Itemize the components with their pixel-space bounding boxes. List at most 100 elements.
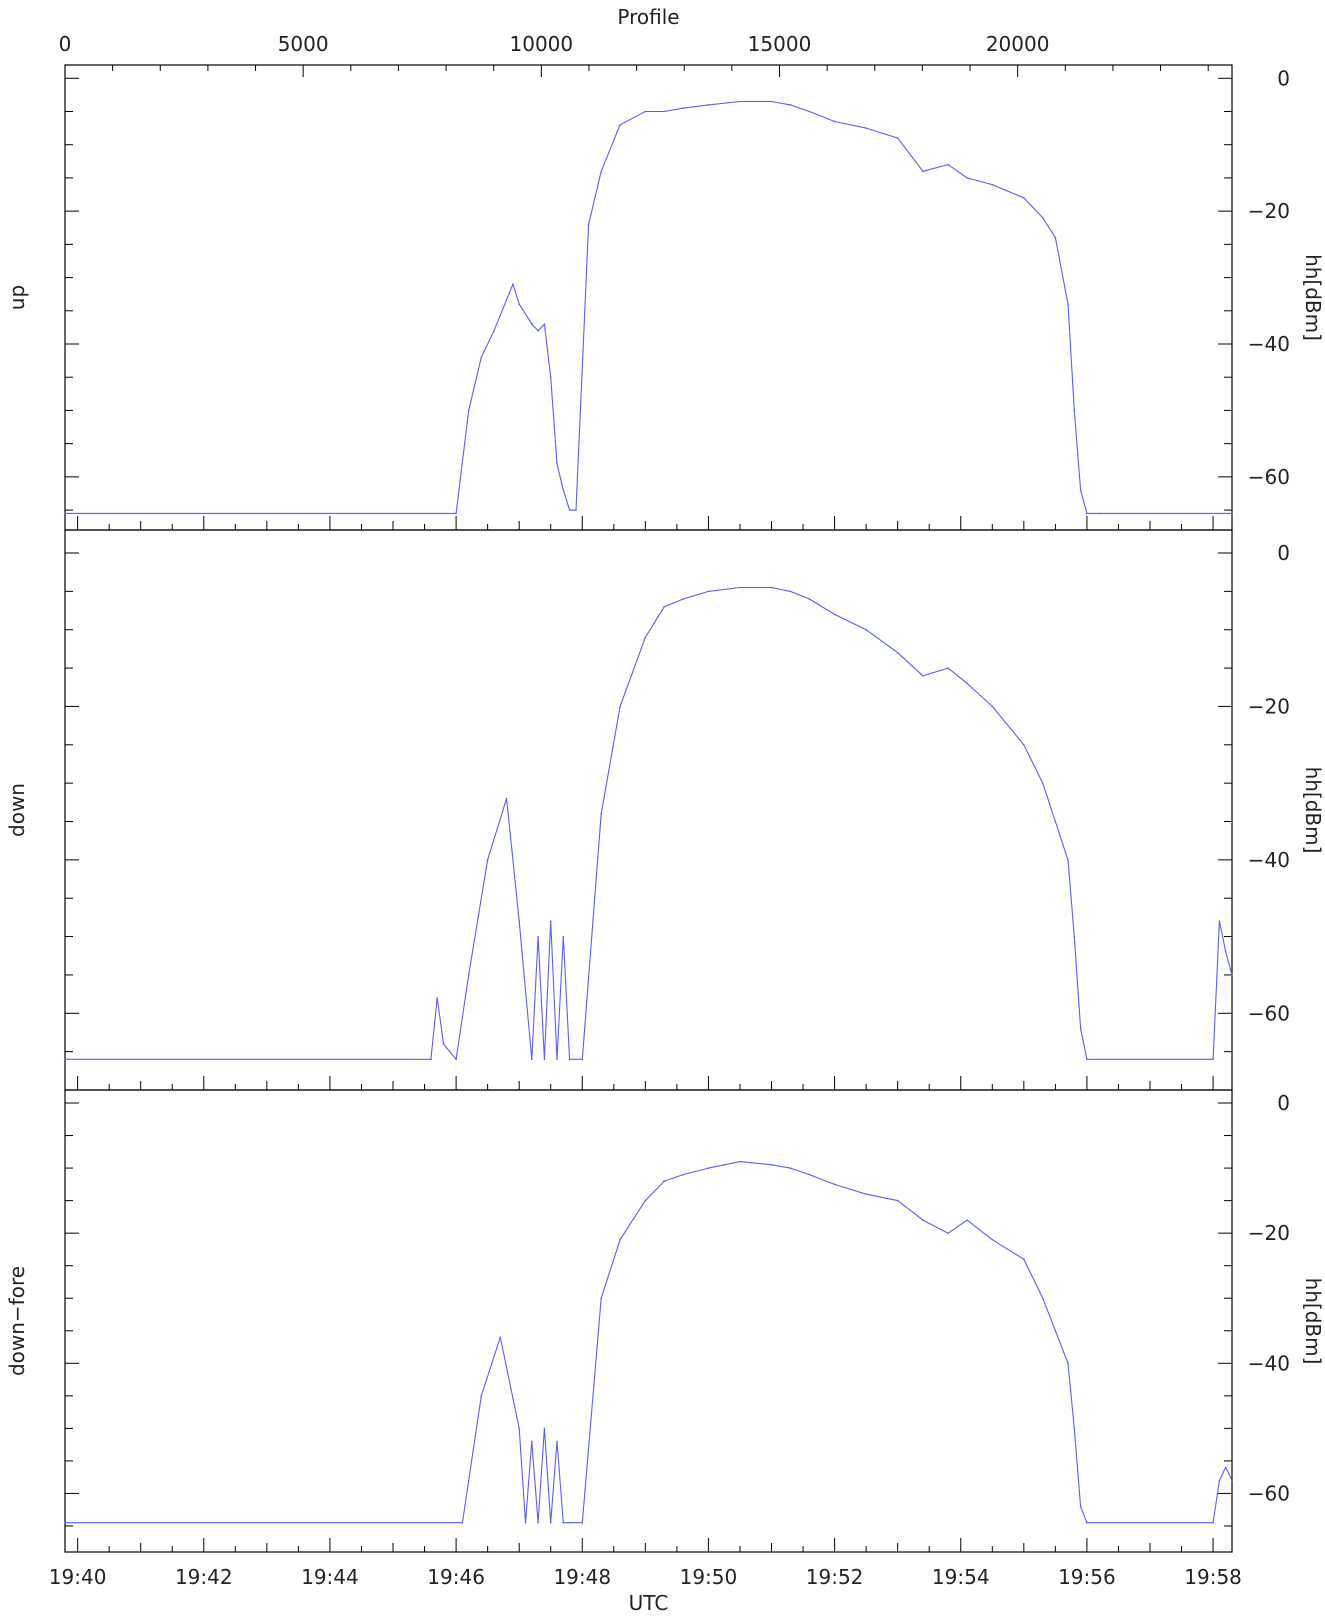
y-tick-label: −20 bbox=[1248, 1221, 1290, 1245]
data-point bbox=[1212, 1058, 1214, 1061]
data-point bbox=[600, 170, 602, 173]
data-point bbox=[556, 1440, 558, 1443]
data-point bbox=[833, 120, 836, 123]
data-point bbox=[896, 137, 899, 139]
data-point bbox=[581, 1058, 584, 1061]
data-point bbox=[808, 1173, 811, 1176]
data-point bbox=[518, 1427, 520, 1430]
data-point bbox=[789, 104, 792, 106]
y-tick-label: −40 bbox=[1248, 1351, 1290, 1375]
data-point bbox=[455, 512, 457, 515]
data-point bbox=[896, 1199, 899, 1202]
data-point bbox=[739, 100, 741, 103]
data-point bbox=[1231, 1479, 1233, 1482]
data-point bbox=[644, 110, 647, 113]
y-axis-title: hh[dBm] bbox=[1301, 767, 1325, 854]
panel-down-fore: 0 −20 −40 −60 down−fore hh[dBm] bbox=[5, 1089, 1325, 1553]
data-point bbox=[518, 920, 520, 923]
data-point bbox=[865, 1193, 867, 1195]
data-point bbox=[947, 667, 949, 669]
data-point bbox=[512, 283, 514, 286]
data-point bbox=[549, 1521, 552, 1524]
data-point bbox=[1023, 197, 1025, 199]
data-point bbox=[1054, 236, 1057, 239]
data-point bbox=[64, 1521, 66, 1524]
data-point bbox=[1086, 512, 1088, 515]
data-point bbox=[808, 598, 811, 600]
data-point bbox=[991, 1238, 994, 1241]
data-point bbox=[966, 177, 968, 179]
data-point bbox=[64, 512, 66, 515]
panel-name-label: down bbox=[5, 783, 29, 837]
utc-tick-label: 19:50 bbox=[680, 1565, 738, 1589]
top-tick-label: 5000 bbox=[278, 32, 329, 56]
data-point bbox=[480, 1395, 483, 1397]
data-point bbox=[1067, 859, 1069, 861]
data-point bbox=[64, 1058, 66, 1061]
data-point bbox=[991, 183, 994, 186]
data-point bbox=[644, 1199, 647, 1202]
data-point bbox=[543, 1427, 546, 1430]
data-point bbox=[568, 1521, 571, 1524]
data-point bbox=[739, 586, 741, 589]
data-point bbox=[1086, 1058, 1088, 1061]
y-tick-label: 0 bbox=[1277, 66, 1290, 90]
data-point bbox=[442, 1043, 445, 1045]
data-point bbox=[1067, 1362, 1069, 1365]
data-point bbox=[770, 100, 773, 103]
data-point bbox=[556, 1058, 558, 1061]
data-point bbox=[663, 605, 666, 608]
data-point bbox=[682, 1173, 684, 1176]
top-tick-label: 0 bbox=[59, 32, 72, 56]
y-tick-label: −60 bbox=[1248, 1001, 1290, 1025]
utc-tick-label: 19:48 bbox=[553, 1565, 611, 1589]
series-line-down-fore bbox=[65, 1161, 1233, 1524]
top-tick-label: 10000 bbox=[510, 32, 574, 56]
data-point bbox=[480, 356, 483, 359]
panel-down: 0 −20 −40 −60 down hh[dBm] bbox=[5, 529, 1325, 1091]
data-point bbox=[1224, 1466, 1227, 1469]
y-tick-label: −40 bbox=[1248, 848, 1290, 872]
data-point bbox=[537, 329, 539, 332]
y-tick-label: −20 bbox=[1248, 199, 1290, 223]
data-point bbox=[682, 598, 684, 600]
data-point bbox=[493, 329, 495, 332]
data-point bbox=[865, 628, 867, 631]
y-axis-title: hh[dBm] bbox=[1301, 1278, 1325, 1365]
utc-tick-label: 19:40 bbox=[49, 1565, 107, 1589]
data-point bbox=[1073, 935, 1076, 938]
data-point bbox=[430, 1058, 432, 1061]
data-point bbox=[436, 997, 438, 999]
data-point bbox=[1067, 303, 1069, 305]
data-point bbox=[991, 705, 994, 708]
data-point bbox=[568, 1058, 571, 1061]
data-point bbox=[1054, 820, 1057, 823]
data-point bbox=[1079, 1027, 1082, 1030]
panel-frame bbox=[64, 529, 1233, 1091]
data-point bbox=[549, 920, 552, 923]
data-point bbox=[663, 1180, 666, 1182]
bottom-axis: 19:40 19:42 19:44 19:46 19:48 19:50 19:52 19:54… bbox=[49, 1565, 1242, 1589]
panel-name-label: down−fore bbox=[5, 1266, 29, 1376]
data-point bbox=[461, 1521, 464, 1524]
data-point bbox=[1054, 1329, 1057, 1332]
series-line-up bbox=[65, 100, 1232, 514]
panel-name-label: up bbox=[5, 285, 29, 310]
data-point bbox=[1073, 1427, 1076, 1430]
data-point bbox=[1224, 951, 1227, 953]
top-tick-label: 15000 bbox=[748, 32, 812, 56]
data-point bbox=[707, 104, 710, 106]
data-point bbox=[1218, 1479, 1221, 1482]
data-point bbox=[505, 797, 508, 800]
data-point bbox=[587, 223, 590, 226]
data-point bbox=[467, 1479, 470, 1482]
data-point bbox=[833, 613, 836, 616]
data-point bbox=[947, 163, 949, 166]
data-point bbox=[1079, 489, 1082, 491]
data-point bbox=[531, 1440, 533, 1443]
data-point bbox=[531, 1058, 533, 1061]
data-point bbox=[537, 935, 539, 938]
data-point bbox=[663, 110, 666, 113]
data-point bbox=[575, 509, 577, 511]
data-point bbox=[1231, 512, 1233, 515]
